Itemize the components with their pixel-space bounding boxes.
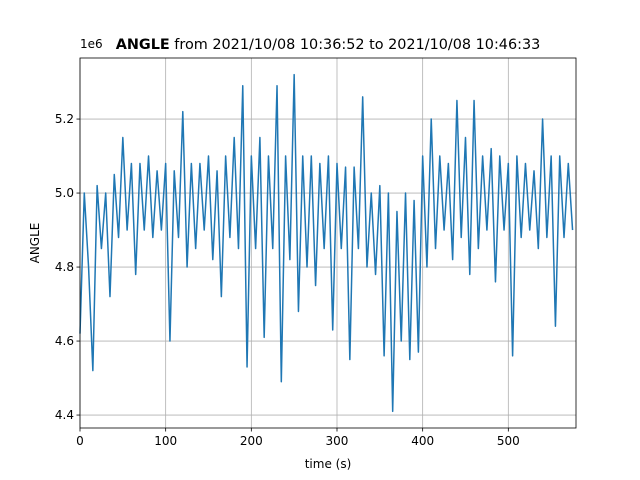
y-tick-label: 5.2: [55, 112, 74, 126]
data-line: [79, 73, 574, 413]
axes-frame: [79, 57, 577, 429]
y-tick-label: 5.0: [55, 186, 74, 200]
y-tick-label: 4.8: [55, 260, 74, 274]
title-bold: ANGLE: [116, 37, 170, 53]
title-rest: from 2021/10/08 10:36:52 to 2021/10/08 1…: [170, 37, 541, 53]
plot-area: [79, 58, 576, 428]
y-tick-label: 4.4: [55, 408, 74, 422]
x-tick-label: 0: [76, 434, 84, 448]
x-tick-label: 500: [497, 434, 520, 448]
x-tick-label: 100: [154, 434, 177, 448]
chart-title: ANGLE from 2021/10/08 10:36:52 to 2021/1…: [116, 37, 541, 53]
x-tick-label: 400: [411, 434, 434, 448]
x-axis-label: time (s): [305, 457, 352, 471]
x-tick-label: 200: [240, 434, 263, 448]
x-tick-label: 300: [326, 434, 349, 448]
y-axis-label: ANGLE: [28, 223, 42, 264]
offset-label: 1e6: [80, 37, 103, 51]
y-tick-label: 4.6: [55, 334, 74, 348]
